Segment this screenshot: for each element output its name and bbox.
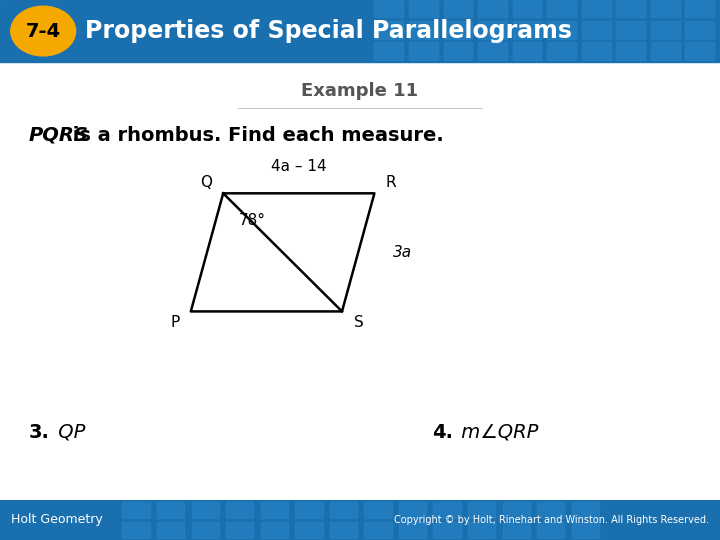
Bar (364, 502, 392, 518)
Bar (582, 0, 611, 17)
Text: P: P (170, 315, 179, 330)
Text: m∠QRP: m∠QRP (455, 423, 539, 442)
Bar (478, 42, 507, 59)
Bar (192, 522, 219, 538)
Bar (192, 502, 219, 518)
Bar (513, 21, 541, 38)
Text: QP: QP (52, 423, 85, 442)
Bar (651, 42, 680, 59)
Bar (433, 502, 461, 518)
Bar (468, 522, 495, 538)
Bar (513, 0, 541, 17)
Bar (399, 522, 426, 538)
Bar (261, 502, 288, 518)
Bar (468, 502, 495, 518)
Bar (513, 42, 541, 59)
Bar (374, 0, 403, 17)
Bar (433, 522, 461, 538)
Bar (503, 522, 530, 538)
Bar (582, 42, 611, 59)
Bar (374, 21, 403, 38)
Bar (616, 0, 645, 17)
Bar (157, 522, 184, 538)
Bar (685, 42, 714, 59)
Bar (122, 522, 150, 538)
Bar (330, 502, 357, 518)
Bar (409, 0, 438, 17)
Text: Holt Geometry: Holt Geometry (11, 513, 102, 526)
Bar (444, 0, 472, 17)
Bar (572, 522, 599, 538)
Bar (478, 21, 507, 38)
Text: PQRS: PQRS (29, 125, 89, 145)
Bar (651, 21, 680, 38)
Bar (537, 502, 564, 518)
Bar (409, 21, 438, 38)
Text: S: S (354, 315, 364, 330)
Bar (409, 42, 438, 59)
Bar (374, 42, 403, 59)
Bar (295, 522, 323, 538)
Text: Q: Q (199, 175, 212, 190)
Ellipse shape (11, 6, 76, 56)
Bar (330, 522, 357, 538)
Bar (616, 42, 645, 59)
Text: 3a: 3a (393, 245, 413, 260)
Text: 7-4: 7-4 (26, 22, 60, 40)
Bar (226, 502, 253, 518)
Bar (572, 502, 599, 518)
Text: 4a – 14: 4a – 14 (271, 159, 327, 174)
Bar (478, 0, 507, 17)
Bar (444, 21, 472, 38)
Bar (547, 21, 576, 38)
Bar (582, 21, 611, 38)
Bar (157, 502, 184, 518)
Bar (651, 0, 680, 17)
Bar (685, 21, 714, 38)
Text: 78°: 78° (239, 213, 266, 228)
Text: Properties of Special Parallelograms: Properties of Special Parallelograms (85, 19, 572, 43)
Bar (295, 502, 323, 518)
Bar (547, 0, 576, 17)
Text: 4.: 4. (432, 423, 453, 442)
Bar (537, 522, 564, 538)
Bar (444, 42, 472, 59)
Text: is a rhombus. Find each measure.: is a rhombus. Find each measure. (66, 125, 444, 145)
Bar (364, 522, 392, 538)
Bar (616, 21, 645, 38)
Bar (122, 502, 150, 518)
Bar (399, 502, 426, 518)
Bar (685, 0, 714, 17)
Bar (547, 42, 576, 59)
Bar (261, 522, 288, 538)
Text: 3.: 3. (29, 423, 50, 442)
Text: Copyright © by Holt, Rinehart and Winston. All Rights Reserved.: Copyright © by Holt, Rinehart and Winsto… (395, 515, 709, 525)
Bar (226, 522, 253, 538)
Text: Example 11: Example 11 (302, 82, 418, 100)
Text: R: R (386, 175, 397, 190)
Bar (503, 502, 530, 518)
